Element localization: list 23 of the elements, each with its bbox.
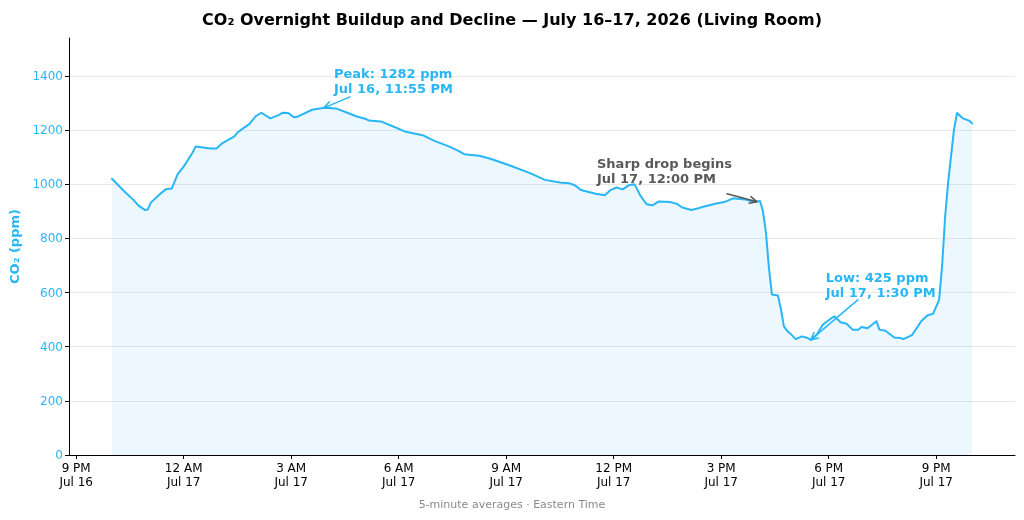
x-tick-label: 12 AM Jul 17 bbox=[164, 461, 203, 489]
x-tick-label: 12 PM Jul 17 bbox=[595, 461, 633, 489]
annotation: Low: 425 ppm Jul 17, 1:30 PM bbox=[825, 269, 936, 300]
chart-title: CO₂ Overnight Buildup and Decline — July 16–17, 2026 (Living Room) bbox=[202, 9, 822, 29]
y-tick-label: 1400 bbox=[32, 68, 63, 83]
annotation: Peak: 1282 ppm Jul 16, 11:55 PM bbox=[334, 65, 453, 96]
x-tick-label: 6 PM Jul 17 bbox=[810, 461, 846, 489]
x-tick-label: 9 PM Jul 16 bbox=[58, 461, 93, 489]
x-tick-label: 3 AM Jul 17 bbox=[273, 461, 308, 489]
y-tick-label: 400 bbox=[40, 339, 63, 354]
y-tick-label: 1200 bbox=[32, 123, 63, 138]
x-tick-label: 9 AM Jul 17 bbox=[488, 461, 523, 489]
y-tick-label: 800 bbox=[40, 231, 63, 246]
text: 5-minute averages · Eastern Time bbox=[417, 498, 607, 511]
x-tick-label: 3 PM Jul 17 bbox=[703, 461, 738, 489]
y-tick-label: 600 bbox=[40, 285, 63, 300]
y-tick-label: 1000 bbox=[32, 177, 63, 192]
annotation: Sharp drop begins Jul 17, 12:00 PM bbox=[597, 155, 732, 186]
x-tick-label: 6 AM Jul 17 bbox=[380, 461, 416, 489]
x-tick-label: 9 PM Jul 17 bbox=[918, 461, 953, 489]
y-tick-label: 0 bbox=[55, 448, 63, 462]
y-axis-title: CO₂ (ppm) bbox=[7, 209, 22, 284]
y-tick-label: 200 bbox=[40, 393, 63, 408]
